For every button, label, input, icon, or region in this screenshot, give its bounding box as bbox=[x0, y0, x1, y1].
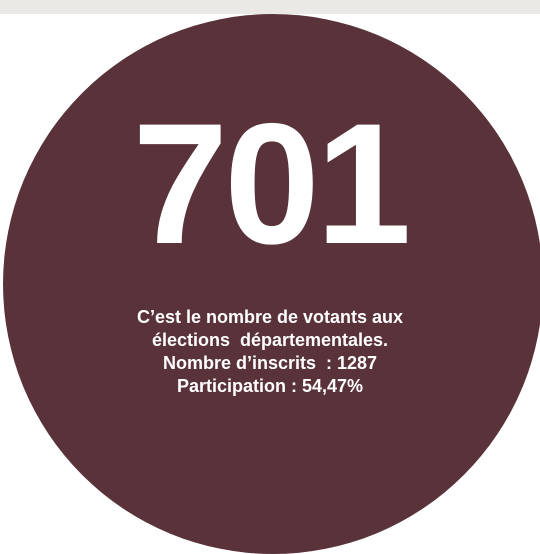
caption-line-elections: élections départementales. bbox=[151, 330, 389, 350]
stat-circle bbox=[3, 14, 540, 554]
caption-line-votants: C’est le nombre de votants aux bbox=[136, 307, 404, 327]
stat-caption: C’est le nombre de votants aux élections… bbox=[0, 306, 540, 398]
caption-line-participation: Participation : 54,47% bbox=[176, 376, 364, 396]
votes-count: 701 bbox=[132, 88, 412, 280]
caption-line-inscrits: Nombre d’inscrits : 1287 bbox=[162, 353, 378, 373]
top-band bbox=[0, 0, 540, 14]
